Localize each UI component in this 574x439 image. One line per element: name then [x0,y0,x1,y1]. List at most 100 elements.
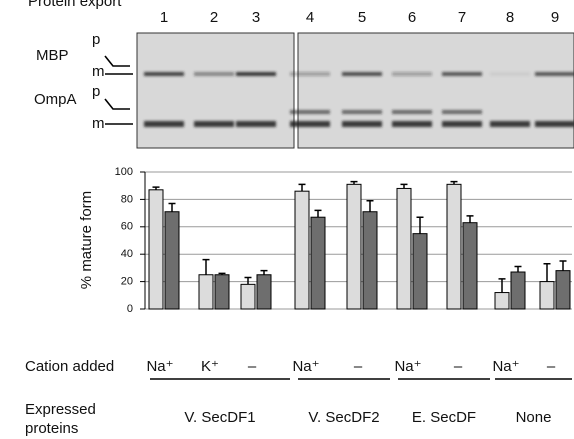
bar [462,222,478,310]
lane-number: 9 [551,9,559,26]
bar [214,274,230,310]
band [442,110,482,114]
band [194,72,234,76]
bar [362,211,378,310]
band [342,110,382,114]
y-tick-label: 100 [115,166,133,178]
cation-value: – [248,358,257,375]
gel-pointers [104,55,133,125]
band [392,72,432,76]
gel-label: m [92,63,105,80]
lane-number: 4 [306,9,314,26]
band [342,72,382,76]
error-bar [152,186,160,190]
bar [510,271,526,310]
error-bar [416,216,424,234]
lane-number: 5 [358,9,366,26]
error-bar [260,269,268,275]
band [442,121,482,127]
bar [164,211,180,310]
lane-number: 6 [408,9,416,26]
group-label: V. SecDF1 [184,409,255,426]
error-bar [543,263,551,282]
bar [555,270,571,310]
band [144,72,184,76]
cation-value: – [547,358,556,375]
gel-label: MBP [36,47,69,64]
error-bar [498,278,506,293]
band [290,110,330,114]
bar [148,189,164,310]
band [144,121,184,127]
gel-label: p [92,31,100,48]
y-tick-label: 20 [121,276,133,288]
cation-value: – [454,358,463,375]
bar [346,183,362,310]
error-bar [466,215,474,223]
band [490,72,530,76]
bar [256,274,272,310]
band [236,72,276,76]
bar [310,216,326,310]
cation-value: K⁺ [201,358,219,375]
band [442,72,482,76]
error-bar [244,276,252,285]
band [290,72,330,76]
gel-label: p [92,83,100,100]
row-label: proteins [25,420,78,437]
y-tick-label: 60 [121,221,133,233]
gel-bands [144,72,574,127]
bar [446,183,462,310]
error-bar [202,258,210,275]
cation-value: Na⁺ [292,358,319,375]
lane-number: 2 [210,9,218,26]
error-bar [350,180,358,185]
error-bar [559,260,567,271]
group-label: E. SecDF [412,409,476,426]
error-bar [314,209,322,218]
bar [294,190,310,310]
row-label: Cation added [25,358,114,375]
lane-number: 3 [252,9,260,26]
gel-label: m [92,115,105,132]
bar [494,292,510,310]
band [392,121,432,127]
row-label: Expressed [25,401,96,418]
gel-panel [297,32,574,149]
band [290,121,330,127]
y-axis-label: % mature form [78,191,95,289]
bar [539,281,555,310]
y-tick-label: 0 [127,303,133,315]
band [236,121,276,127]
cation-value: Na⁺ [492,358,519,375]
bar [396,187,412,310]
error-bar [168,202,176,212]
bar [412,233,428,310]
bar [240,283,256,310]
band [535,72,574,76]
error-bar [298,183,306,192]
error-bar [514,265,522,273]
band [392,110,432,114]
y-tick-label: 40 [121,248,133,260]
band [535,121,574,127]
panel-heading: Protein export [28,0,122,10]
group-label: V. SecDF2 [308,409,379,426]
cation-value: – [354,358,363,375]
lane-number: 7 [458,9,466,26]
gel-panel [136,32,295,149]
y-tick-label: 80 [121,193,133,205]
error-bar [400,183,408,189]
error-bar [366,200,374,212]
cation-value: Na⁺ [394,358,421,375]
band [490,121,530,127]
bar [198,274,214,310]
error-bar [218,272,226,275]
lane-number: 1 [160,9,168,26]
cation-value: Na⁺ [146,358,173,375]
band [342,121,382,127]
band [194,121,234,127]
group-label: None [516,409,552,426]
